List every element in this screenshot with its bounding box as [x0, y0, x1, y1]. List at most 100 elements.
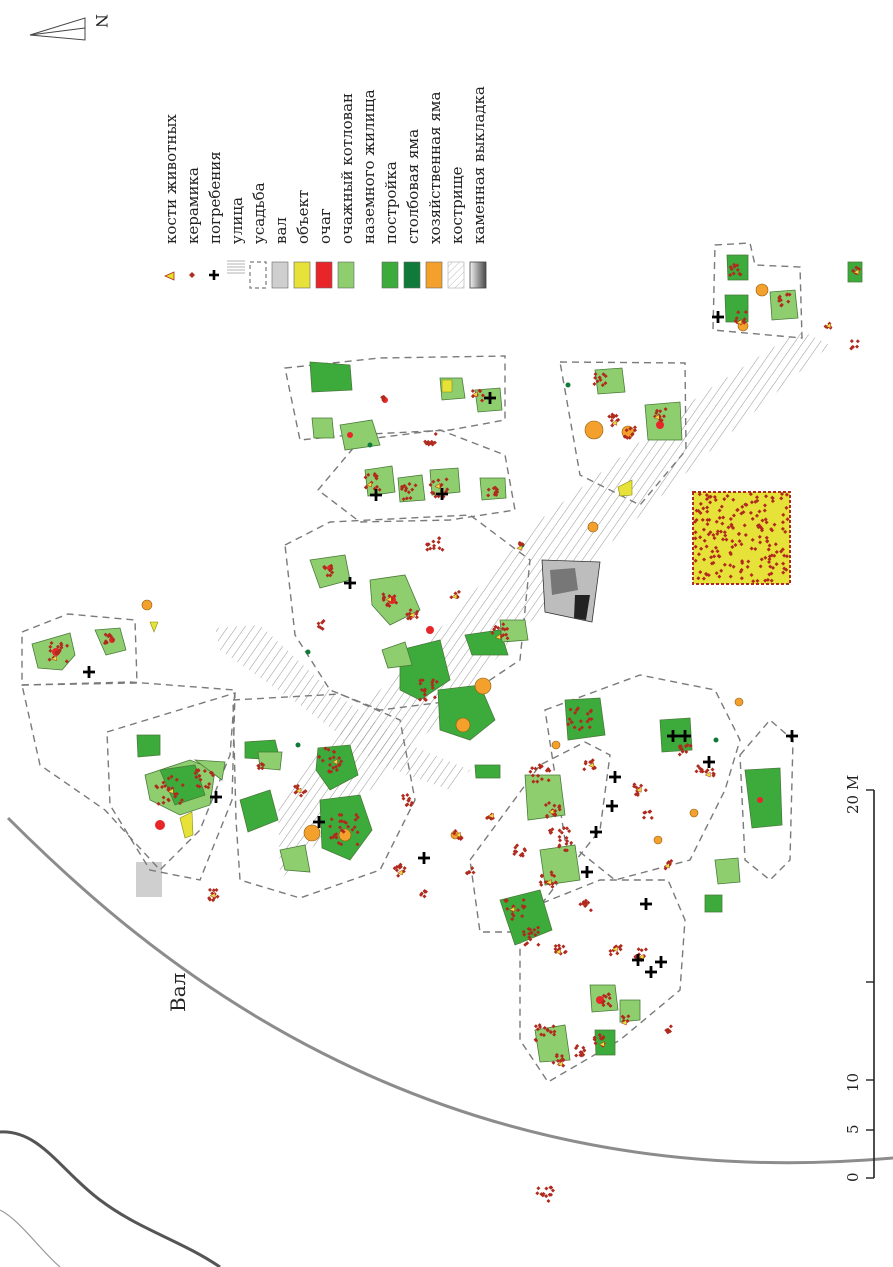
- ceramics-marker: [539, 777, 544, 782]
- find-cluster: [452, 829, 464, 841]
- ceramics-marker: [721, 537, 726, 542]
- ceramics-marker: [755, 498, 760, 503]
- legend-label: кости животных: [162, 114, 180, 244]
- ceramics-marker: [765, 577, 770, 582]
- ceramics-marker: [208, 770, 213, 775]
- ceramics-marker: [520, 904, 525, 909]
- ceramics-marker: [408, 608, 413, 613]
- ceramics-marker: [544, 1186, 549, 1191]
- find-cluster: [600, 992, 613, 1008]
- map-legend: кости животных керамика погребения улица уса…: [162, 86, 488, 289]
- bone-marker: [825, 322, 831, 329]
- legend-item-burials: погребения: [206, 151, 224, 280]
- pit-house: [279, 844, 311, 873]
- ceramics-marker: [542, 1025, 547, 1030]
- estate-outline: [519, 879, 686, 1083]
- find-cluster: [551, 1052, 566, 1068]
- ceramics-marker: [430, 680, 435, 685]
- find-cluster: [392, 862, 407, 878]
- ceramics-marker: [406, 616, 411, 621]
- ceramics-marker: [569, 840, 574, 845]
- ceramics-marker: [331, 755, 336, 760]
- ceramics-marker: [549, 870, 554, 875]
- ceramics-marker: [661, 414, 666, 419]
- ceramics-marker: [739, 511, 744, 516]
- ceramics-marker: [334, 832, 339, 837]
- ceramics-marker: [337, 755, 342, 760]
- ceramics-marker: [327, 762, 332, 767]
- find-cluster: [849, 339, 860, 351]
- ceramics-marker: [643, 947, 648, 952]
- ceramics-marker: [592, 381, 597, 386]
- ceramics-marker: [410, 487, 415, 492]
- ceramics-marker: [521, 929, 526, 934]
- dashed-box-icon: [249, 261, 267, 289]
- ceramics-marker: [763, 555, 768, 560]
- ceramics-marker: [352, 825, 357, 830]
- ceramics-marker: [728, 273, 733, 278]
- ceramics-marker: [683, 744, 688, 749]
- ceramics-marker: [850, 345, 855, 350]
- ceramics-marker: [737, 539, 742, 544]
- bone-marker: [487, 812, 494, 819]
- ceramics-marker: [374, 484, 379, 489]
- utility-pit-layer: [141, 283, 769, 845]
- pit-house: [594, 367, 626, 395]
- ceramics-marker: [767, 543, 772, 548]
- ceramics-marker: [394, 600, 399, 605]
- ceramics-marker: [607, 996, 612, 1001]
- legend-item-object: объект: [293, 190, 312, 289]
- ceramics-marker: [520, 914, 525, 919]
- ceramics-marker: [422, 894, 427, 899]
- pit-house: [769, 289, 799, 321]
- find-cluster: [490, 622, 510, 641]
- estate-outline: [21, 613, 138, 686]
- ceramics-marker: [477, 388, 482, 393]
- burial-cross: [210, 791, 222, 803]
- street-branch: [215, 625, 470, 790]
- find-markers: [47, 262, 861, 1203]
- ceramics-marker: [396, 873, 401, 878]
- ceramics-marker: [781, 570, 786, 575]
- ceramics-marker: [334, 764, 339, 769]
- ceramics-marker: [779, 496, 784, 501]
- ceramics-marker: [609, 418, 614, 423]
- ceramics-marker: [735, 267, 740, 272]
- ceramics-marker: [719, 504, 724, 509]
- ceramics-block-fill: [693, 492, 790, 584]
- ceramics-marker: [339, 813, 344, 818]
- find-cluster: [207, 887, 220, 903]
- find-cluster: [592, 372, 608, 388]
- ceramics-marker: [581, 1045, 586, 1050]
- ceramics-marker: [624, 428, 629, 433]
- ceramics-marker: [426, 442, 431, 447]
- legend-label: хозяйственная яма: [426, 92, 444, 244]
- ceramics-marker: [590, 758, 595, 763]
- ceramics-marker: [636, 947, 641, 952]
- ceramics-marker: [551, 1024, 556, 1029]
- legend-label: керамика: [184, 167, 202, 244]
- ceramics-marker: [557, 943, 562, 948]
- ceramics-marker: [534, 1038, 539, 1043]
- ceramics-marker: [550, 881, 555, 886]
- ceramics-marker: [680, 749, 685, 754]
- ceramics-marker: [495, 487, 500, 492]
- ceramics-marker: [579, 1053, 584, 1058]
- burial-cross: [590, 826, 602, 838]
- find-cluster: [449, 589, 461, 600]
- ceramics-marker: [440, 547, 445, 552]
- ceramics-marker: [666, 1027, 671, 1032]
- find-cluster: [405, 608, 420, 621]
- ceramics-marker: [708, 500, 713, 505]
- ceramics-marker: [436, 494, 441, 499]
- find-cluster: [401, 793, 414, 808]
- ceramics-marker: [589, 708, 594, 713]
- hatch-swatch-icon: [447, 261, 465, 289]
- ceramics-marker: [711, 771, 716, 776]
- ceramics-marker: [486, 487, 491, 492]
- ceramics-marker: [207, 781, 212, 786]
- pit-house: [193, 759, 226, 781]
- ceramics-marker: [732, 264, 737, 269]
- ceramics-marker: [585, 711, 590, 716]
- scale-label: 0: [844, 1172, 862, 1182]
